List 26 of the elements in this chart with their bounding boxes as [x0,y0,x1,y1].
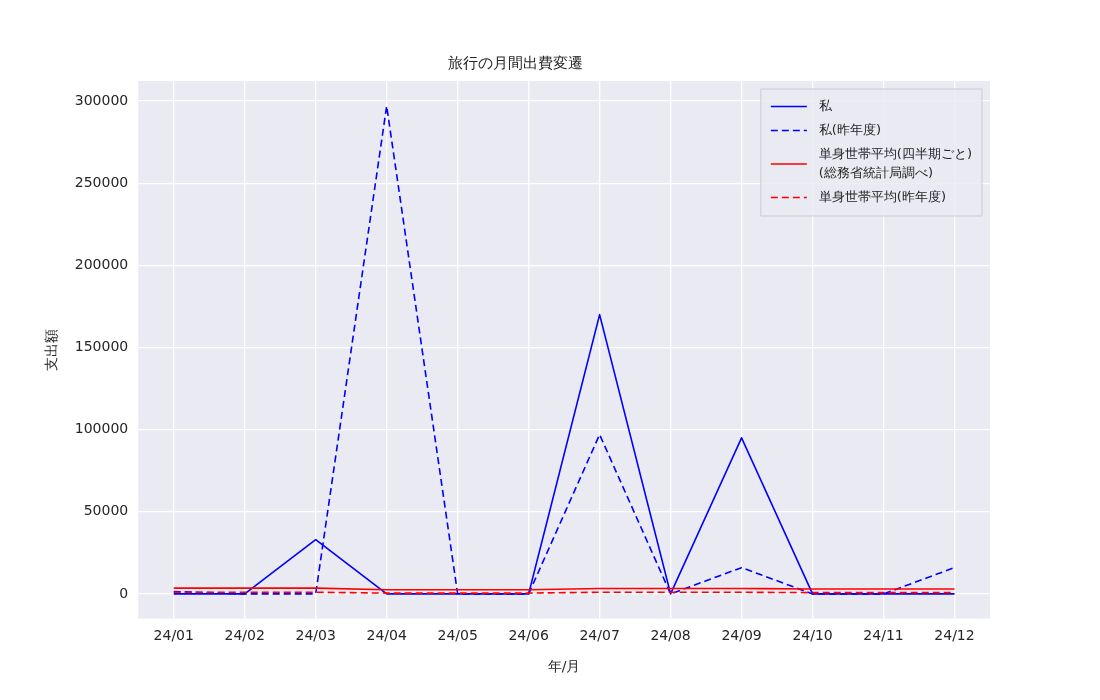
x-tick-label: 24/08 [650,627,691,644]
legend-label: 私 [818,97,833,113]
y-tick-label: 50000 [83,502,129,519]
chart-title: 旅行の月間出費変遷 [447,53,583,72]
y-tick-label: 150000 [74,338,129,355]
legend-label: 単身世帯平均(昨年度) [818,188,947,204]
legend-label: 単身世帯平均(四半期ごと) (総務省統計局調べ) [818,145,973,180]
x-tick-label: 24/07 [579,627,620,644]
x-axis-title: 年/月 [547,658,581,675]
x-tick-label: 24/06 [508,627,549,644]
x-tick-label: 24/10 [792,627,833,644]
x-tick-label: 24/03 [295,627,336,644]
x-tick-label: 24/12 [934,627,975,644]
x-tick-label: 24/09 [721,627,762,644]
y-tick-label: 100000 [74,420,129,437]
y-tick-label: 250000 [74,173,129,190]
x-tick-label: 24/01 [153,627,194,644]
x-tick-label: 24/11 [863,627,904,644]
legend-label: 私(昨年度) [818,121,882,137]
x-tick-label: 24/05 [437,627,478,644]
y-tick-label: 0 [119,584,129,601]
y-tick-label: 200000 [74,255,129,272]
y-axis-title: 支出額 [43,328,60,371]
y-tick-label: 300000 [74,91,129,108]
x-tick-label: 24/04 [366,627,407,644]
x-tick-label: 24/02 [224,627,265,644]
